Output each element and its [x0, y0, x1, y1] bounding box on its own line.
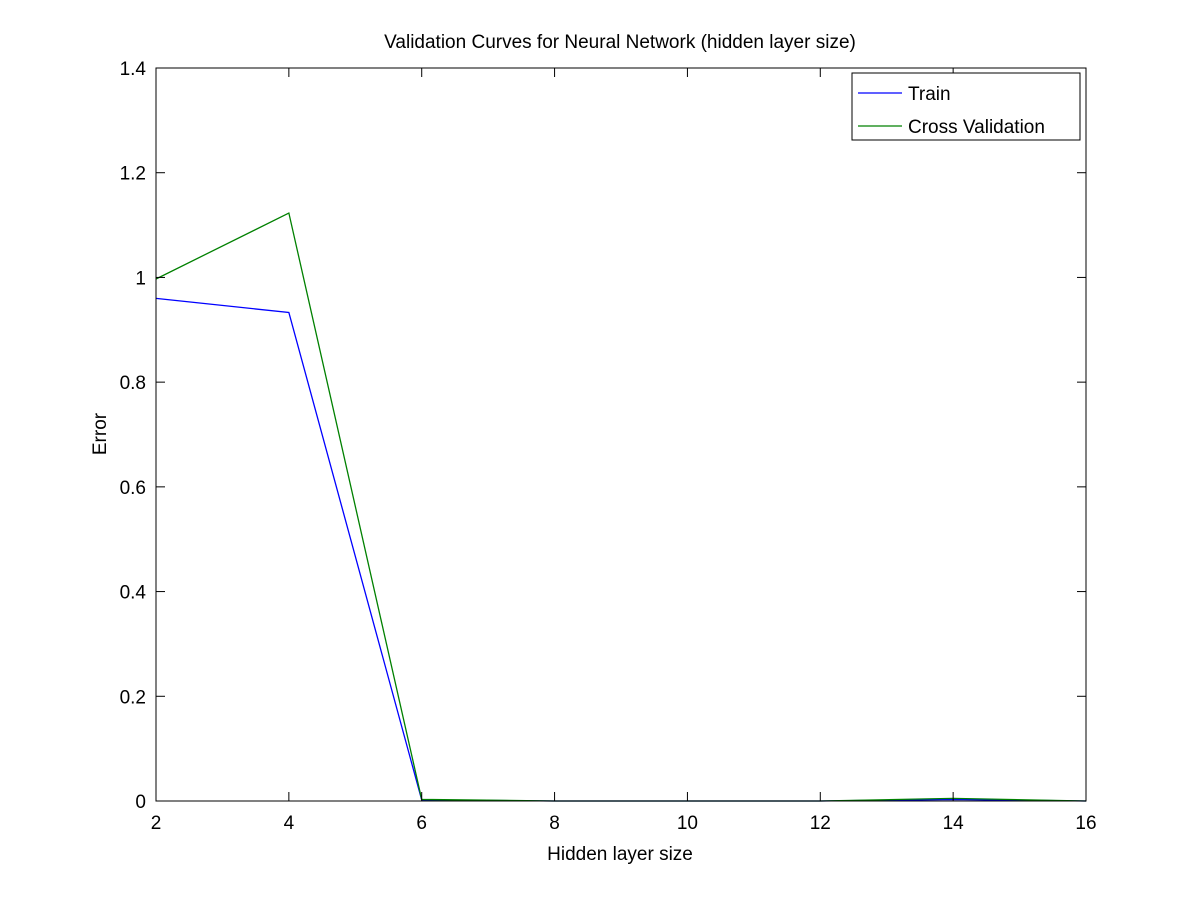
- x-axis-title: Hidden layer size: [547, 844, 693, 865]
- chart-title: Validation Curves for Neural Network (hi…: [384, 32, 856, 53]
- y-tick-label: 0.8: [120, 373, 146, 394]
- legend-label-cross-validation: Cross Validation: [908, 117, 1045, 138]
- x-tick-label: 4: [284, 813, 295, 834]
- y-tick-label: 0.6: [120, 478, 146, 499]
- x-tick-label: 16: [1075, 813, 1096, 834]
- legend: Train Cross Validation: [851, 72, 1081, 141]
- y-tick-label: 1.2: [120, 164, 146, 185]
- y-tick-label: 1: [135, 268, 146, 289]
- legend-box: [851, 72, 1081, 141]
- y-tick-label: 1.4: [120, 59, 147, 80]
- x-tick-label: 6: [416, 813, 427, 834]
- legend-label-train: Train: [908, 84, 951, 105]
- x-tick-label: 12: [810, 813, 831, 834]
- x-tick-label: 8: [549, 813, 560, 834]
- y-axis-title: Error: [90, 412, 111, 455]
- plot-frame: [155, 67, 1087, 802]
- x-tick-label: 14: [943, 813, 965, 834]
- x-tick-label: 10: [677, 813, 698, 834]
- y-tick-label: 0.4: [120, 583, 147, 604]
- x-tick-label: 2: [151, 813, 162, 834]
- y-tick-label: 0.2: [120, 687, 146, 708]
- plot-area: [156, 68, 1086, 801]
- y-tick-label: 0: [135, 792, 146, 813]
